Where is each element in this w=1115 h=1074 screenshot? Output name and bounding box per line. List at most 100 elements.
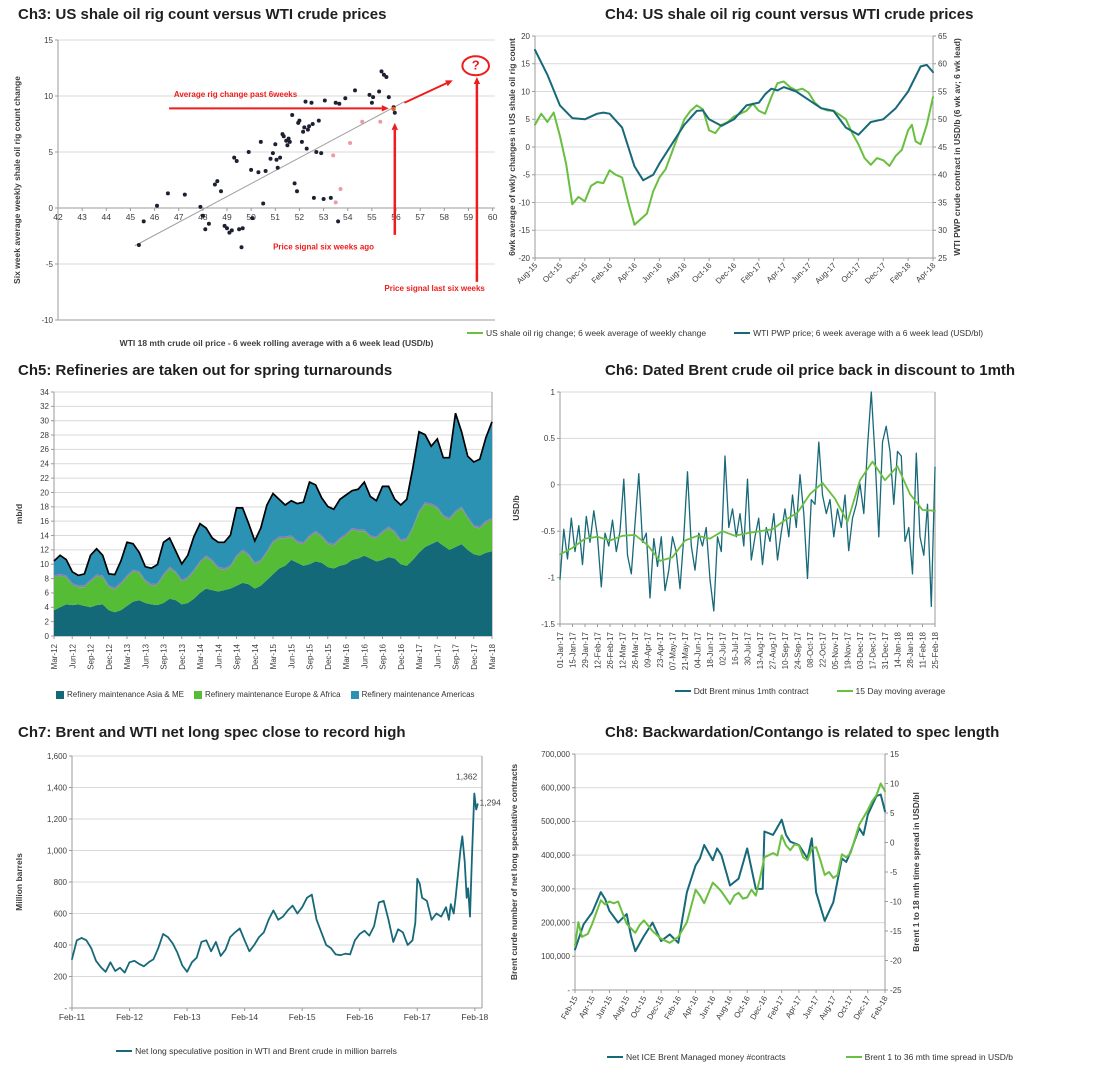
ch4-legend: US shale oil rig change; 6 week average … [466, 328, 1115, 338]
svg-text:Apr-17: Apr-17 [765, 261, 789, 285]
svg-text:42: 42 [53, 212, 63, 222]
svg-text:?: ? [472, 58, 480, 73]
svg-text:400: 400 [54, 941, 68, 950]
chart-panel-ch4: Ch4: US shale oil rig count versus WTI c… [466, 4, 1115, 356]
svg-text:27-Aug-17: 27-Aug-17 [769, 631, 778, 669]
svg-text:59: 59 [464, 212, 474, 222]
svg-text:Brent curde number of net long: Brent curde number of net long speculati… [509, 764, 519, 981]
legend-label: Refinery maintenance Europe & Africa [204, 690, 341, 699]
svg-text:Dec-17: Dec-17 [470, 643, 479, 669]
svg-text:Feb-17: Feb-17 [739, 261, 764, 286]
svg-text:Price signal last six weeks: Price signal last six weeks [384, 284, 485, 293]
svg-text:20: 20 [521, 32, 530, 41]
svg-text:29-Jan-17: 29-Jan-17 [581, 631, 590, 668]
svg-text:28: 28 [40, 431, 49, 440]
chart-title-ch7: Ch7: Brent and WTI net long spec close t… [18, 724, 406, 741]
svg-text:600: 600 [54, 909, 68, 918]
svg-text:400,000: 400,000 [541, 851, 570, 860]
legend-swatch-icon [116, 1049, 133, 1053]
svg-text:Jun-17: Jun-17 [789, 261, 813, 285]
svg-text:Aug-15: Aug-15 [515, 261, 540, 286]
svg-text:Aug-16: Aug-16 [664, 261, 689, 286]
svg-text:0: 0 [890, 838, 895, 847]
svg-text:12: 12 [40, 546, 49, 555]
svg-text:0: 0 [526, 143, 531, 152]
svg-text:6wk average of wkly changes in: 6wk average of wkly changes in US shale … [507, 38, 517, 256]
ch6-line-plot: 1 0.5 0 -0.5 -1 -1.501-Jan-17 15-Jan-17 29-Jan-… [511, 388, 940, 670]
svg-text:Six week average weekly shale: Six week average weekly shale oil rig co… [12, 76, 22, 284]
svg-text:-5: -5 [523, 171, 531, 180]
svg-text:Oct-16: Oct-16 [690, 261, 714, 285]
svg-text:Feb-17: Feb-17 [404, 1012, 431, 1022]
svg-text:Sep-17: Sep-17 [452, 643, 461, 669]
svg-text:Dec-17: Dec-17 [863, 261, 888, 286]
svg-text:Dec-13: Dec-13 [178, 643, 187, 669]
ch5-legend: Refinery maintenance Asia & ME Refinery m… [8, 690, 505, 699]
ch7-line-plot: 1,600 1,400 1,200 1,000 800 600 400 200 -Feb-11 F… [14, 752, 502, 1022]
svg-text:20: 20 [40, 488, 49, 497]
svg-text:52: 52 [295, 212, 305, 222]
legend-item: Ddt Brent minus 1mth contract [674, 686, 809, 696]
svg-text:Jun-17: Jun-17 [433, 643, 442, 668]
svg-text:Aug-16: Aug-16 [714, 994, 735, 1021]
svg-text:Mar-13: Mar-13 [123, 643, 132, 669]
svg-text:8: 8 [45, 574, 50, 583]
svg-text:Apr-16: Apr-16 [616, 261, 640, 285]
svg-text:Oct-15: Oct-15 [541, 261, 565, 285]
svg-text:60: 60 [938, 60, 947, 69]
chart-title-ch4: Ch4: US shale oil rig count versus WTI c… [605, 6, 974, 23]
svg-text:Jun-16: Jun-16 [360, 643, 369, 668]
svg-text:-10: -10 [41, 316, 53, 325]
svg-text:-1: -1 [548, 573, 556, 582]
svg-text:Sep-12: Sep-12 [87, 643, 96, 669]
svg-text:46: 46 [150, 212, 160, 222]
svg-text:12-Mar-17: 12-Mar-17 [619, 631, 628, 668]
svg-text:1,200: 1,200 [47, 815, 68, 824]
legend-label: Ddt Brent minus 1mth contract [693, 686, 809, 696]
chart-panel-ch7: Ch7: Brent and WTI net long spec close t… [8, 722, 505, 1074]
chart-title-ch8: Ch8: Backwardation/Contango is related t… [605, 724, 1000, 741]
svg-text:35: 35 [938, 198, 947, 207]
svg-text:Mar-16: Mar-16 [342, 643, 351, 669]
svg-text:14: 14 [40, 531, 49, 540]
svg-text:Feb-16: Feb-16 [663, 994, 684, 1021]
svg-text:Dec-15: Dec-15 [324, 643, 333, 669]
chart-title-ch5: Ch5: Refineries are taken out for spring… [18, 362, 393, 379]
svg-text:Sep-14: Sep-14 [233, 643, 242, 669]
legend-swatch-icon [606, 1055, 623, 1059]
svg-text:45: 45 [938, 143, 947, 152]
svg-text:12-Feb-17: 12-Feb-17 [594, 631, 603, 668]
svg-text:Feb-18: Feb-18 [888, 261, 913, 286]
legend-swatch-icon [836, 689, 853, 693]
svg-text:500,000: 500,000 [541, 817, 570, 826]
svg-text:Aug-17: Aug-17 [813, 261, 838, 286]
legend-label: Net ICE Brent Managed money #contracts [625, 1052, 786, 1062]
svg-text:Dec-16: Dec-16 [397, 643, 406, 669]
svg-text:Jun-15: Jun-15 [287, 643, 296, 668]
legend-swatch-icon [734, 331, 751, 335]
svg-text:-20: -20 [518, 254, 530, 263]
svg-text:USD/b: USD/b [511, 495, 521, 521]
chart-panel-ch6: Ch6: Dated Brent crude oil price back in… [505, 360, 1115, 716]
svg-text:-10: -10 [518, 198, 530, 207]
svg-text:21-May-17: 21-May-17 [681, 631, 690, 670]
svg-text:1,294: 1,294 [480, 798, 502, 808]
svg-text:47: 47 [174, 212, 184, 222]
svg-text:03-Dec-17: 03-Dec-17 [856, 631, 865, 669]
svg-text:1,400: 1,400 [47, 783, 68, 792]
svg-text:Sep-13: Sep-13 [160, 643, 169, 669]
svg-text:31-Dec-17: 31-Dec-17 [881, 631, 890, 669]
svg-text:55: 55 [938, 87, 947, 96]
svg-text:Mar-18: Mar-18 [488, 643, 497, 669]
svg-text:25: 25 [938, 254, 947, 263]
svg-text:56: 56 [391, 212, 401, 222]
svg-text:2: 2 [45, 617, 50, 626]
svg-text:Feb-18: Feb-18 [869, 994, 890, 1021]
svg-text:26-Feb-17: 26-Feb-17 [606, 631, 615, 668]
svg-text:Mar-15: Mar-15 [269, 643, 278, 669]
legend-label: Refinery maintenance Americas [361, 690, 475, 699]
chart-panel-ch8: Ch8: Backwardation/Contango is related t… [505, 722, 1115, 1074]
svg-text:50: 50 [938, 115, 947, 124]
svg-text:60: 60 [488, 212, 498, 222]
svg-text:25-Feb-18: 25-Feb-18 [931, 631, 940, 668]
